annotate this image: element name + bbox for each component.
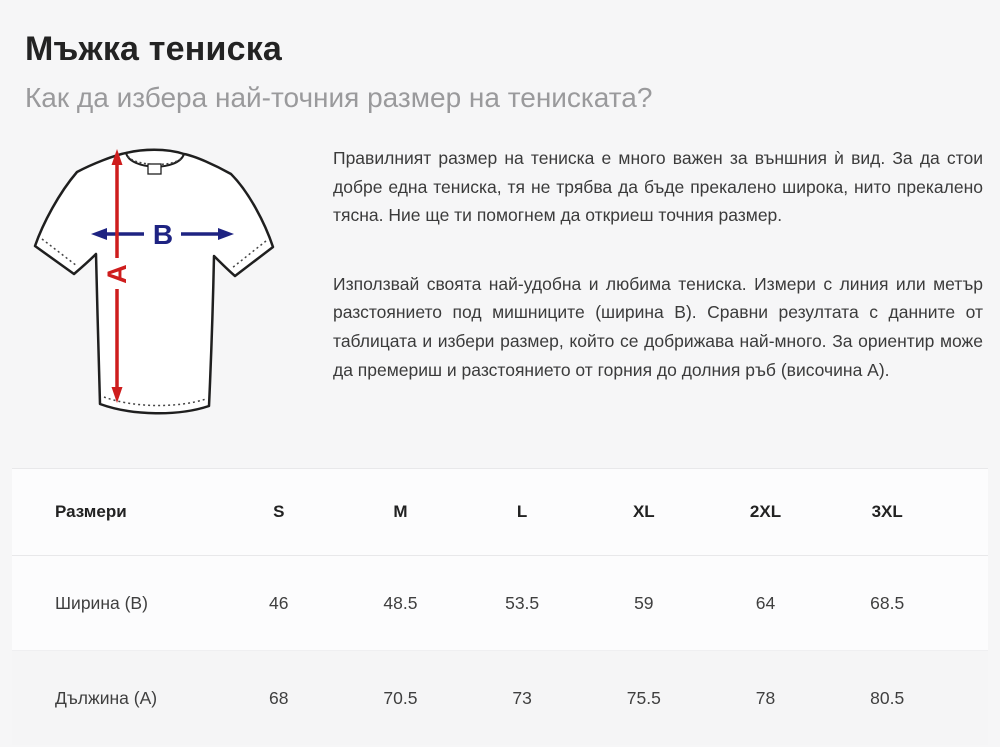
tshirt-left-cuff-stitching [41, 238, 78, 267]
intro-paragraph-1: Правилният размер на тениска е много важ… [333, 148, 983, 226]
page-subtitle: Как да избера най-точния размер на тенис… [25, 82, 653, 113]
tshirt-measurement-diagram: B A [20, 137, 320, 427]
tshirt-diagram-svg: B A [33, 148, 275, 415]
column-header-xl: XL [632, 502, 655, 521]
page-header: Мъжка тениска Как да избера най-точния р… [0, 0, 1000, 114]
width-arrow-b [91, 228, 234, 240]
label-a: A [102, 264, 132, 284]
column-header-sizes: Размери [55, 502, 127, 521]
width-value-xl: 59 [634, 592, 654, 613]
tshirt-hem-stitching [103, 396, 207, 407]
width-value-s: 46 [269, 592, 289, 613]
width-value-l: 53.5 [505, 592, 540, 613]
column-header-l: L [516, 502, 528, 521]
length-value-xl: 75.5 [626, 687, 661, 708]
arrow-b-right-head [218, 228, 234, 240]
width-value-m: 48.5 [383, 592, 418, 613]
table-header-row: Размери S M L XL 2XL 3XL [12, 469, 988, 556]
row-label-length: Дължина (A) [55, 687, 158, 708]
tshirt-neck-label [147, 163, 162, 175]
table-row-length: Дължина (A) 68 70.5 73 75.5 78 80.5 [12, 651, 988, 745]
table-row-width: Ширина (B) 46 48.5 53.5 59 64 68.5 [12, 556, 988, 651]
intro-paragraph-2: Използвай своята най-удобна и любима тен… [333, 273, 983, 380]
arrow-a-top-head [111, 149, 123, 165]
length-value-s: 68 [269, 687, 289, 708]
intro-section: B A Правилният размер на тениска е много… [0, 137, 1000, 427]
length-value-2xl: 78 [755, 687, 776, 708]
length-value-m: 70.5 [383, 687, 418, 708]
length-arrow-a [111, 149, 123, 403]
arrow-a-bottom-head [111, 387, 123, 403]
tshirt-right-cuff-stitching [231, 240, 267, 269]
column-header-2xl: 2XL [749, 502, 782, 521]
intro-text: Правилният размер на тениска е много важ… [333, 137, 983, 427]
arrow-b-left-head [91, 228, 107, 240]
size-table: Размери S M L XL 2XL 3XL Ширина (B) 46 4… [12, 468, 988, 745]
length-value-l: 73 [512, 687, 532, 708]
column-header-m: M [393, 502, 408, 521]
column-header-3xl: 3XL [871, 502, 903, 521]
label-b: B [153, 219, 173, 250]
width-value-2xl: 64 [755, 592, 776, 613]
row-label-width: Ширина (B) [55, 592, 148, 613]
length-value-3xl: 80.5 [870, 687, 905, 708]
column-header-s: S [273, 502, 285, 521]
width-value-3xl: 68.5 [870, 592, 905, 613]
page-title: Мъжка тениска [25, 30, 283, 68]
tshirt-outline [33, 148, 275, 415]
